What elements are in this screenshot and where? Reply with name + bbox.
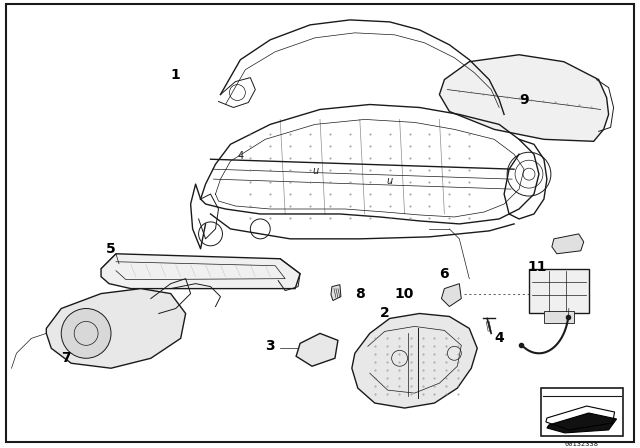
Circle shape <box>61 309 111 358</box>
Text: 4: 4 <box>237 151 243 161</box>
Text: 3: 3 <box>266 339 275 353</box>
Polygon shape <box>440 55 609 141</box>
Text: 8: 8 <box>355 287 365 301</box>
Text: u: u <box>387 176 393 186</box>
Text: 2: 2 <box>380 306 390 320</box>
Polygon shape <box>296 333 338 366</box>
Text: 7: 7 <box>61 351 71 365</box>
Polygon shape <box>547 413 616 433</box>
Polygon shape <box>101 254 300 289</box>
Text: 11: 11 <box>527 260 547 274</box>
Text: 10: 10 <box>395 287 414 301</box>
Text: 5: 5 <box>106 242 116 256</box>
Text: u: u <box>312 166 318 176</box>
Text: 1: 1 <box>171 68 180 82</box>
Text: 9: 9 <box>519 93 529 107</box>
Text: 6: 6 <box>440 267 449 281</box>
Polygon shape <box>442 284 461 306</box>
Bar <box>529 269 589 314</box>
Polygon shape <box>352 314 477 408</box>
Polygon shape <box>552 234 584 254</box>
Bar <box>544 311 574 323</box>
Text: 4: 4 <box>494 332 504 345</box>
Text: 00132338: 00132338 <box>564 441 599 447</box>
Polygon shape <box>331 284 341 301</box>
Bar <box>541 388 623 436</box>
Polygon shape <box>46 289 186 368</box>
